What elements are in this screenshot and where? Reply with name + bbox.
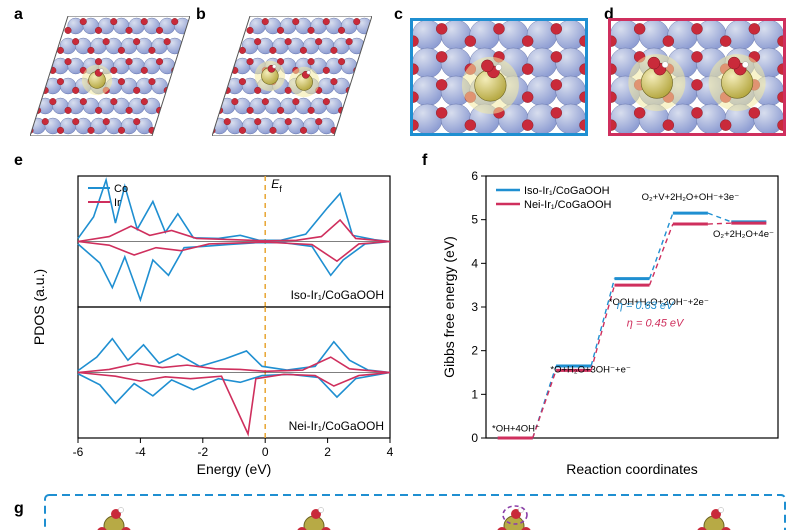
svg-text:Nei-Ir₁/CoGaOOH: Nei-Ir₁/CoGaOOH: [289, 419, 384, 433]
label-c: c: [394, 6, 403, 24]
svg-text:f: f: [279, 184, 282, 194]
label-b: b: [196, 6, 206, 24]
svg-text:5: 5: [471, 213, 478, 227]
gibbs-chart: 0 1 2 3 4 5 6 Iso-Ir₁/CoGaOOH Nei-Ir₁/CoGaOOH *OH…: [440, 168, 786, 480]
label-e: e: [14, 152, 23, 170]
svg-text:Reaction coordinates: Reaction coordinates: [566, 461, 698, 477]
lattice-a: [30, 16, 190, 136]
svg-text:-6: -6: [73, 445, 84, 459]
svg-text:6: 6: [471, 169, 478, 183]
svg-text:-2: -2: [197, 445, 208, 459]
svg-text:O₂+V+2H₂O+OH⁻+3e⁻: O₂+V+2H₂O+OH⁻+3e⁻: [642, 192, 740, 203]
pdos-chart: Iso-Ir₁/CoGaOOHNei-Ir₁/CoGaOOHEfCoIr-6-4…: [30, 168, 400, 480]
svg-text:*O+H₂O+3OH⁻+e⁻: *O+H₂O+3OH⁻+e⁻: [550, 365, 631, 376]
svg-text:Energy (eV): Energy (eV): [197, 461, 272, 477]
svg-text:-4: -4: [135, 445, 146, 459]
svg-text:η = 0.45 eV: η = 0.45 eV: [627, 318, 685, 330]
zoom-d: [608, 18, 786, 136]
svg-text:O₂+2H₂O+4e⁻: O₂+2H₂O+4e⁻: [713, 229, 774, 240]
svg-text:Co: Co: [114, 183, 128, 195]
svg-text:0: 0: [262, 445, 269, 459]
svg-text:Gibbs free energy (eV): Gibbs free energy (eV): [441, 236, 457, 378]
svg-text:1: 1: [471, 387, 478, 401]
svg-text:2: 2: [471, 344, 478, 358]
svg-text:4: 4: [387, 445, 394, 459]
svg-text:Iso-Ir₁/CoGaOOH: Iso-Ir₁/CoGaOOH: [291, 288, 384, 302]
svg-text:3: 3: [471, 300, 478, 314]
svg-text:4: 4: [471, 256, 478, 270]
lattice-b: [212, 16, 372, 136]
svg-text:*OH+4OH⁻: *OH+4OH⁻: [492, 423, 540, 434]
svg-text:PDOS (a.u.): PDOS (a.u.): [31, 269, 47, 345]
zoom-c: [410, 18, 588, 136]
svg-text:2: 2: [324, 445, 331, 459]
label-f: f: [422, 152, 427, 170]
label-a: a: [14, 6, 23, 24]
svg-text:Iso-Ir₁/CoGaOOH: Iso-Ir₁/CoGaOOH: [524, 185, 610, 197]
label-g: g: [14, 500, 24, 518]
svg-text:η = 0.63 eV: η = 0.63 eV: [617, 300, 675, 312]
svg-text:0: 0: [471, 431, 478, 445]
svg-text:Nei-Ir₁/CoGaOOH: Nei-Ir₁/CoGaOOH: [524, 199, 612, 211]
svg-text:Ir: Ir: [114, 197, 121, 209]
panel-g-strip: [44, 494, 786, 530]
